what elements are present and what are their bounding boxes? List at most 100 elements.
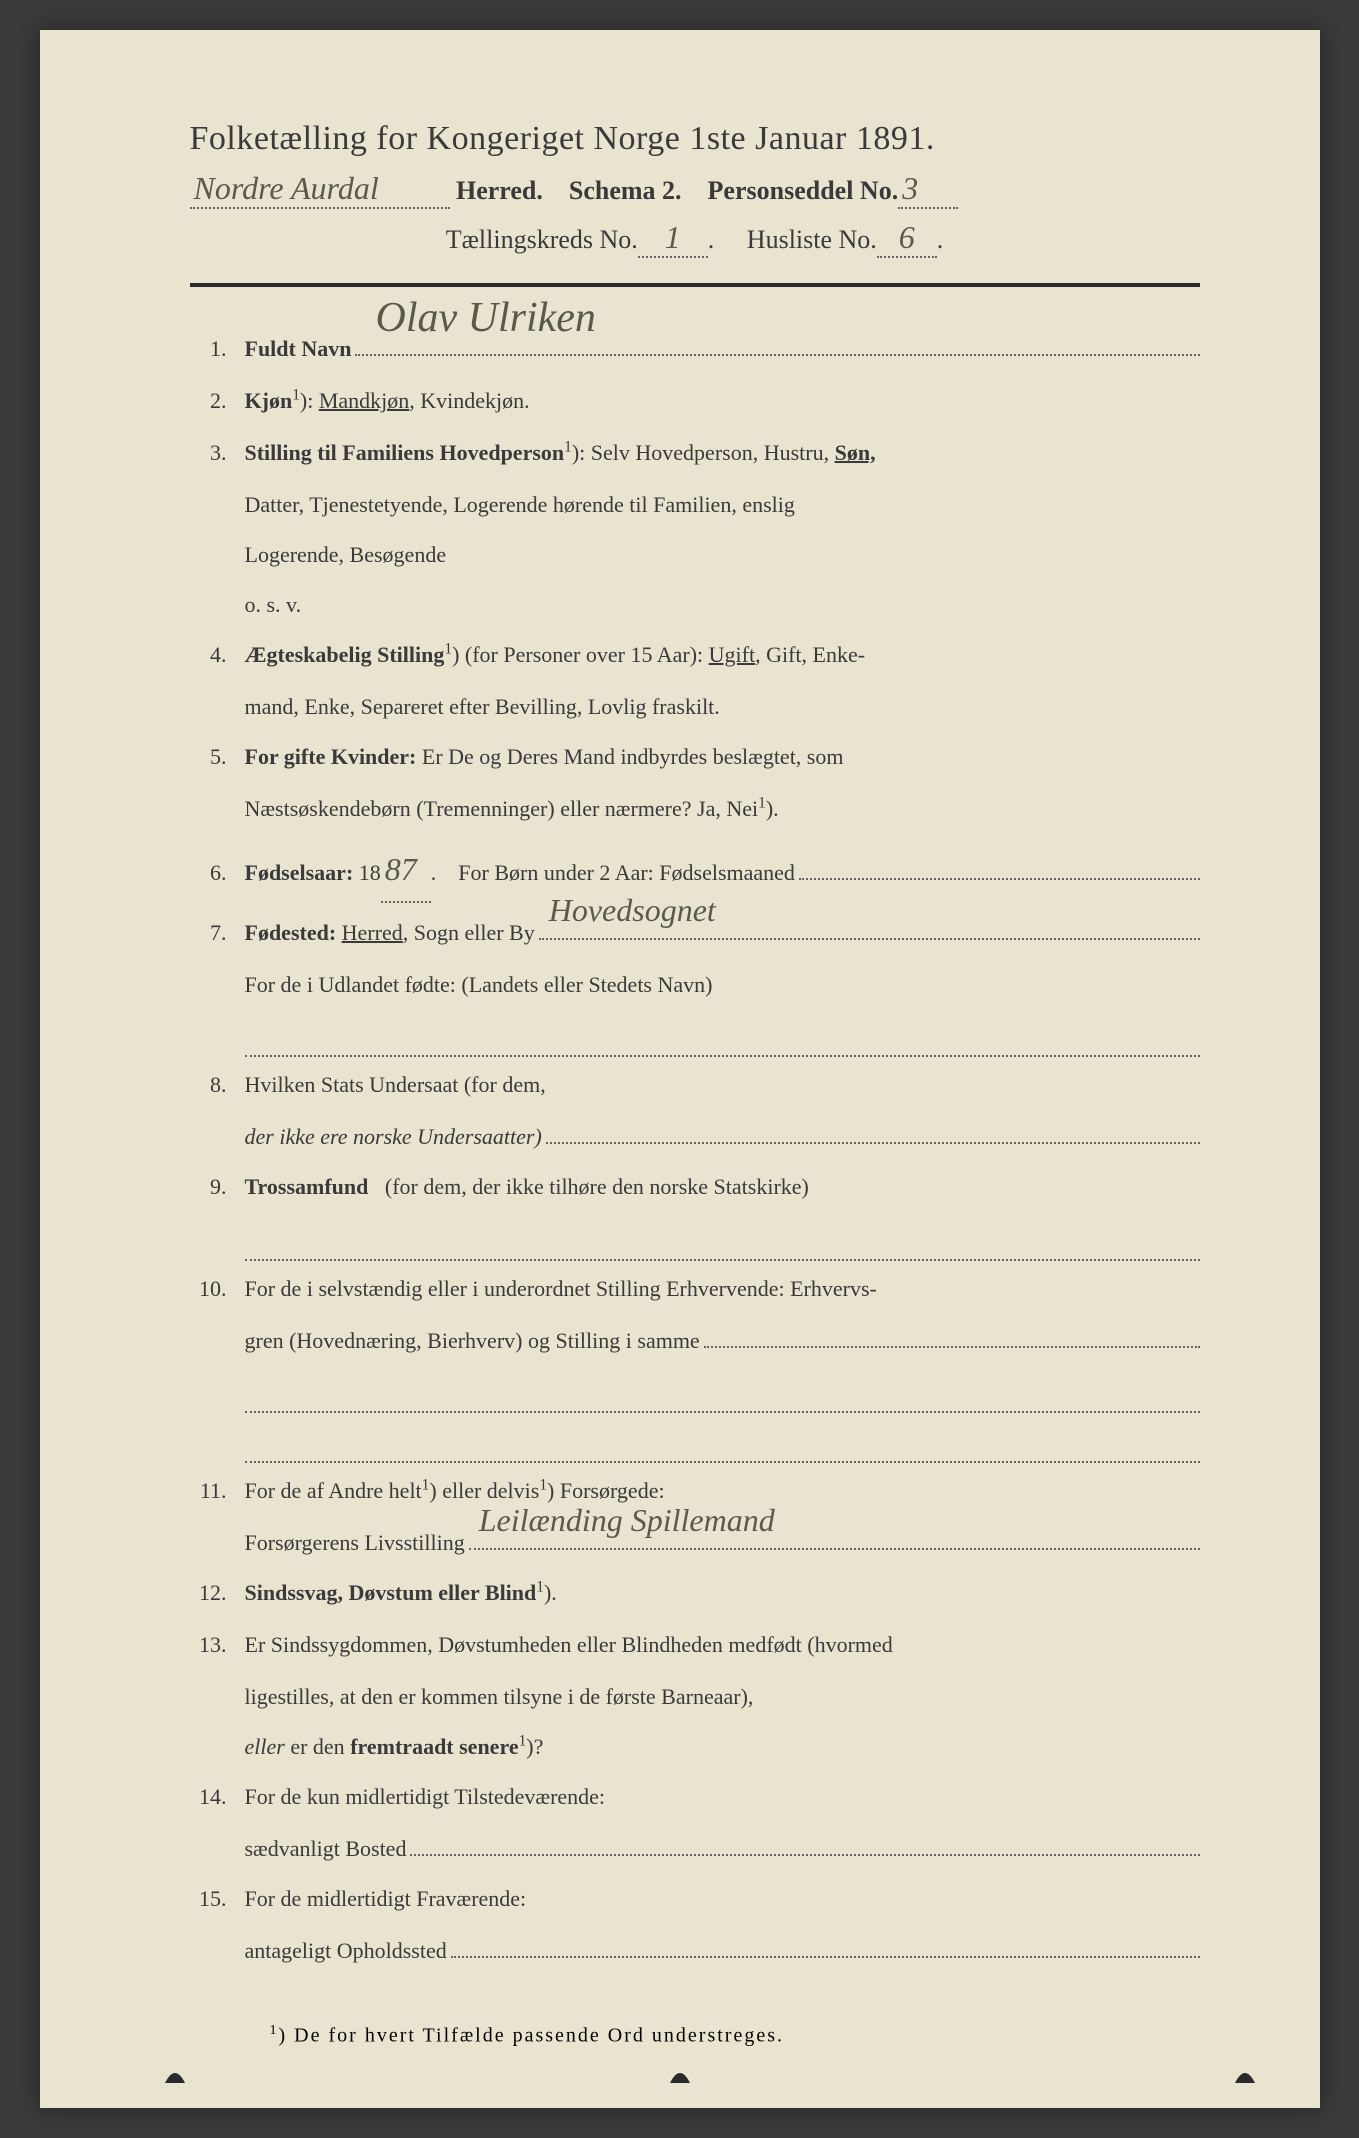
kreds-label: Tællingskreds No. [446,225,638,254]
form-header: Folketælling for Kongeriget Norge 1ste J… [190,120,1200,287]
q11-line1a: For de af Andre helt [245,1478,422,1503]
q8-row: 8. Hvilken Stats Undersaat (for dem, [190,1063,1200,1107]
q1-value: Olav Ulriken [375,276,595,360]
q14-num: 14. [190,1775,245,1819]
q3-row: 3. Stilling til Familiens Hovedperson1):… [190,431,1200,475]
q12-num: 12. [190,1571,245,1615]
q14-line2: sædvanligt Bosted [245,1827,407,1871]
q14-row: 14. For de kun midlertidigt Tilstedevære… [190,1775,1200,1819]
q3-num: 3. [190,431,245,475]
q5-line2-wrap: Næstsøskendebørn (Tremenninger) eller næ… [190,787,1200,831]
q13-line1: Er Sindssygdommen, Døvstumheden eller Bl… [245,1623,1200,1667]
q3-line1a: Selv Hovedperson, Hustru, [591,440,835,465]
q8-num: 8. [190,1063,245,1107]
q8-line1: Hvilken Stats Undersaat (for dem, [245,1063,1200,1107]
q9-num: 9. [190,1165,245,1209]
q13-line2: ligestilles, at den er kommen tilsyne i … [190,1675,1200,1719]
q1-label: Fuldt Navn [245,327,352,371]
punch-hole-center [665,2058,695,2088]
q4-line2: mand, Enke, Separeret efter Bevilling, L… [190,685,1200,729]
q4-selected: Ugift [709,642,755,667]
q3-label: Stilling til Familiens Hovedperson [245,440,565,465]
q6-num: 6. [190,851,245,895]
q7-blank [245,1031,1200,1057]
q10-blank1 [245,1387,1200,1413]
q3-line4: o. s. v. [190,583,1200,627]
q9-row: 9. Trossamfund (for dem, der ikke tilhør… [190,1165,1200,1209]
q12-label: Sindssvag, Døvstum eller Blind [245,1580,537,1605]
q9-text: (for dem, der ikke tilhøre den norske St… [385,1174,809,1199]
schema-label: Schema 2. [569,176,682,205]
personseddel-no: 3 [898,170,958,209]
q5-sup: 1 [758,795,766,812]
q13-row: 13. Er Sindssygdommen, Døvstumheden elle… [190,1623,1200,1667]
q5-row: 5. For gifte Kvinder: Er De og Deres Man… [190,735,1200,779]
q3-line3: Logerende, Besøgende [190,533,1200,577]
q6-year-prefix: 18 [359,851,381,895]
q7-row: 7. Fødested: Herred, Sogn eller By Hoved… [190,911,1200,955]
q14-line1: For de kun midlertidigt Tilstedeværende: [245,1775,1200,1819]
q12-row: 12. Sindssvag, Døvstum eller Blind1). [190,1571,1200,1615]
q11-line2-label: Forsørgerens Livsstilling [245,1521,465,1565]
footnote-text: De for hvert Tilfælde passende Ord under… [294,2025,784,2047]
q1-row: 1. Fuldt Navn Olav Ulriken [190,327,1200,371]
form-body: 1. Fuldt Navn Olav Ulriken 2. Kjøn1): Ma… [190,327,1200,1973]
herred-value: Nordre Aurdal [190,170,450,209]
q4-row: 4. Ægteskabelig Stilling1) (for Personer… [190,633,1200,677]
q2-num: 2. [190,379,245,423]
q5-line1: Er De og Deres Mand indbyrdes beslægtet,… [422,744,844,769]
q10-line2: gren (Hovednæring, Bierhverv) og Stillin… [245,1319,700,1363]
q4-num: 4. [190,633,245,677]
q7-line2: For de i Udlandet fødte: (Landets eller … [190,963,1200,1007]
census-form-page: Folketælling for Kongeriget Norge 1ste J… [40,30,1320,2108]
q8-line2: der ikke ere norske Undersaatter) [245,1115,542,1159]
q15-line2: antageligt Opholdssted [245,1929,447,1973]
q11-num: 11. [190,1469,245,1513]
q11-value: Leilænding Spillemand [479,1488,775,1552]
q1-num: 1. [190,327,245,371]
herred-label: Herred. [456,176,543,205]
q5-label: For gifte Kvinder: [245,744,417,769]
kreds-no: 1 [638,219,708,258]
q2-sup: 1 [292,387,300,404]
form-title: Folketælling for Kongeriget Norge 1ste J… [190,120,1200,158]
q10-num: 10. [190,1267,245,1311]
husliste-no: 6 [877,219,937,258]
q4-sup: 1 [444,641,452,658]
personseddel-label: Personseddel No. [708,176,899,205]
header-rule [190,283,1200,287]
q5-num: 5. [190,735,245,779]
q10-blank2 [245,1437,1200,1463]
q2-row: 2. Kjøn1): Mandkjøn, Kvindekjøn. [190,379,1200,423]
q12-sup: 1 [536,1579,544,1596]
q4-rest1: , Gift, Enke- [755,642,865,667]
kreds-line: Tællingskreds No.1. Husliste No.6. [190,219,1200,258]
q4-paren: (for Personer over 15 Aar): [465,642,703,667]
q13-sup: 1 [519,1733,527,1750]
punch-hole-right [1230,2058,1260,2088]
herred-line: Nordre Aurdal Herred. Schema 2. Personse… [190,170,1200,209]
husliste-label: Husliste No. [747,225,877,254]
q5-line2: Næstsøskendebørn (Tremenninger) eller næ… [245,796,759,821]
q6-year-value: 87 [381,837,431,903]
q10-row: 10. For de i selvstændig eller i underor… [190,1267,1200,1311]
q15-row: 15. For de midlertidigt Fraværende: [190,1877,1200,1921]
q7-value: Hovedsognet [549,878,716,942]
q15-line1: For de midlertidigt Fraværende: [245,1877,1200,1921]
q3-selected: Søn, [835,440,876,465]
q4-label: Ægteskabelig Stilling [245,642,445,667]
q3-sup: 1 [564,439,572,456]
q7-num: 7. [190,911,245,955]
q9-blank [245,1235,1200,1261]
footnote-sup: 1 [270,2023,279,2038]
footnote: 1) De for hvert Tilfælde passende Ord un… [190,2023,1200,2048]
q15-num: 15. [190,1877,245,1921]
q7-selected: Herred [342,911,403,955]
q13-num: 13. [190,1623,245,1667]
q2-selected: Mandkjøn [319,388,409,413]
q2-label: Kjøn [245,388,293,413]
punch-hole-left [160,2058,190,2088]
q10-line1: For de i selvstændig eller i underordnet… [245,1267,1200,1311]
q7-label: Fødested: [245,911,337,955]
q9-label: Trossamfund [245,1174,369,1199]
